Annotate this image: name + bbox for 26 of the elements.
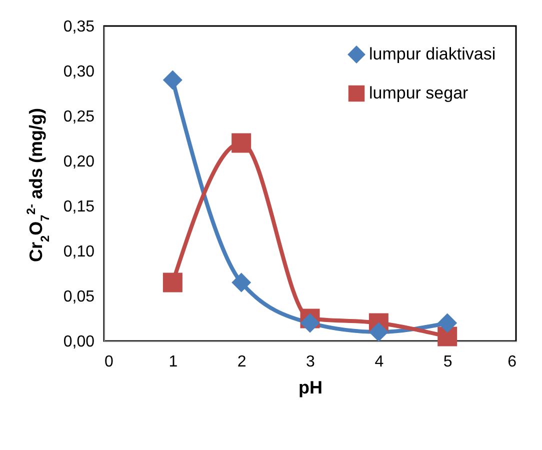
x-tick-label: 4 xyxy=(374,354,384,370)
x-tick-label: 2 xyxy=(237,354,246,370)
y-tick-label: 0,15 xyxy=(63,198,95,216)
legend-label: lumpur diaktivasi xyxy=(369,44,496,64)
point xyxy=(368,322,388,342)
x-tick-label: 3 xyxy=(306,354,316,370)
x-tick-label: 1 xyxy=(168,354,178,370)
x-tick-label: 0 xyxy=(104,354,114,370)
point xyxy=(232,272,252,292)
point xyxy=(438,326,458,346)
y-tick-label: 0,00 xyxy=(63,334,95,350)
x-axis-title: pH xyxy=(298,378,322,398)
y-tick-label: 0,25 xyxy=(63,108,95,126)
x-tick-label: 6 xyxy=(508,354,517,370)
x-tick-label: 5 xyxy=(443,354,452,370)
point xyxy=(162,70,182,90)
y-tick-label: 0,30 xyxy=(63,64,95,80)
point xyxy=(162,272,182,292)
point xyxy=(438,313,458,333)
point xyxy=(232,133,252,153)
y-tick-label: 0,05 xyxy=(63,288,95,306)
point xyxy=(300,313,320,333)
y-tick-label: 0,20 xyxy=(63,154,95,170)
y-tick-label: 0,35 xyxy=(63,18,95,36)
y-tick-label: 0,10 xyxy=(63,244,95,260)
legend-label: lumpur segar xyxy=(369,84,469,102)
